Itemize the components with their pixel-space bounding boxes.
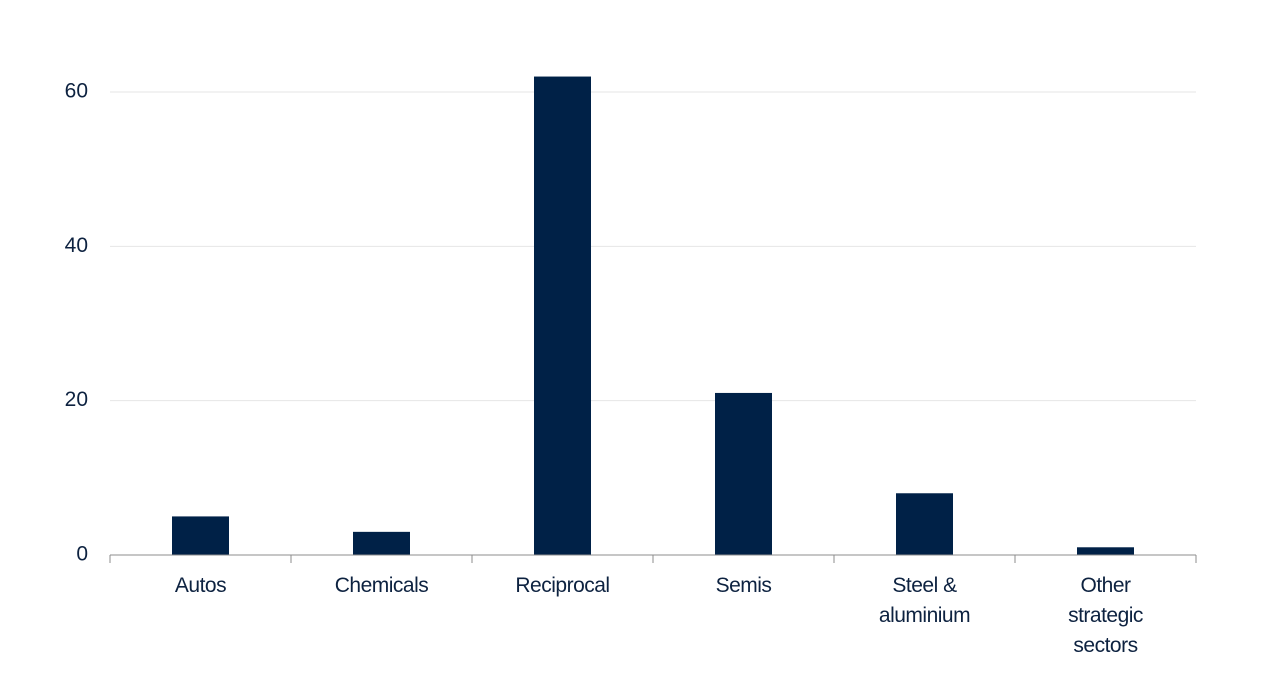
y-tick-label: 40 [65,234,88,257]
bar [353,531,410,555]
x-tick-label: Other strategic sectors [1068,574,1143,657]
bar [534,76,591,556]
y-tick-label: 60 [65,80,88,103]
x-tick-label: Semis [715,574,772,597]
x-tick-label: Autos [174,574,227,597]
x-tick-label: Chemicals [334,574,429,597]
y-tick-label: 20 [65,388,88,411]
x-tick-label: Steel & aluminium [878,574,971,627]
bar [1077,547,1134,555]
bar [896,493,953,555]
x-tick-label: Reciprocal [515,574,610,597]
bar [715,392,772,555]
y-tick-label: 0 [76,543,88,566]
bar [172,516,229,555]
